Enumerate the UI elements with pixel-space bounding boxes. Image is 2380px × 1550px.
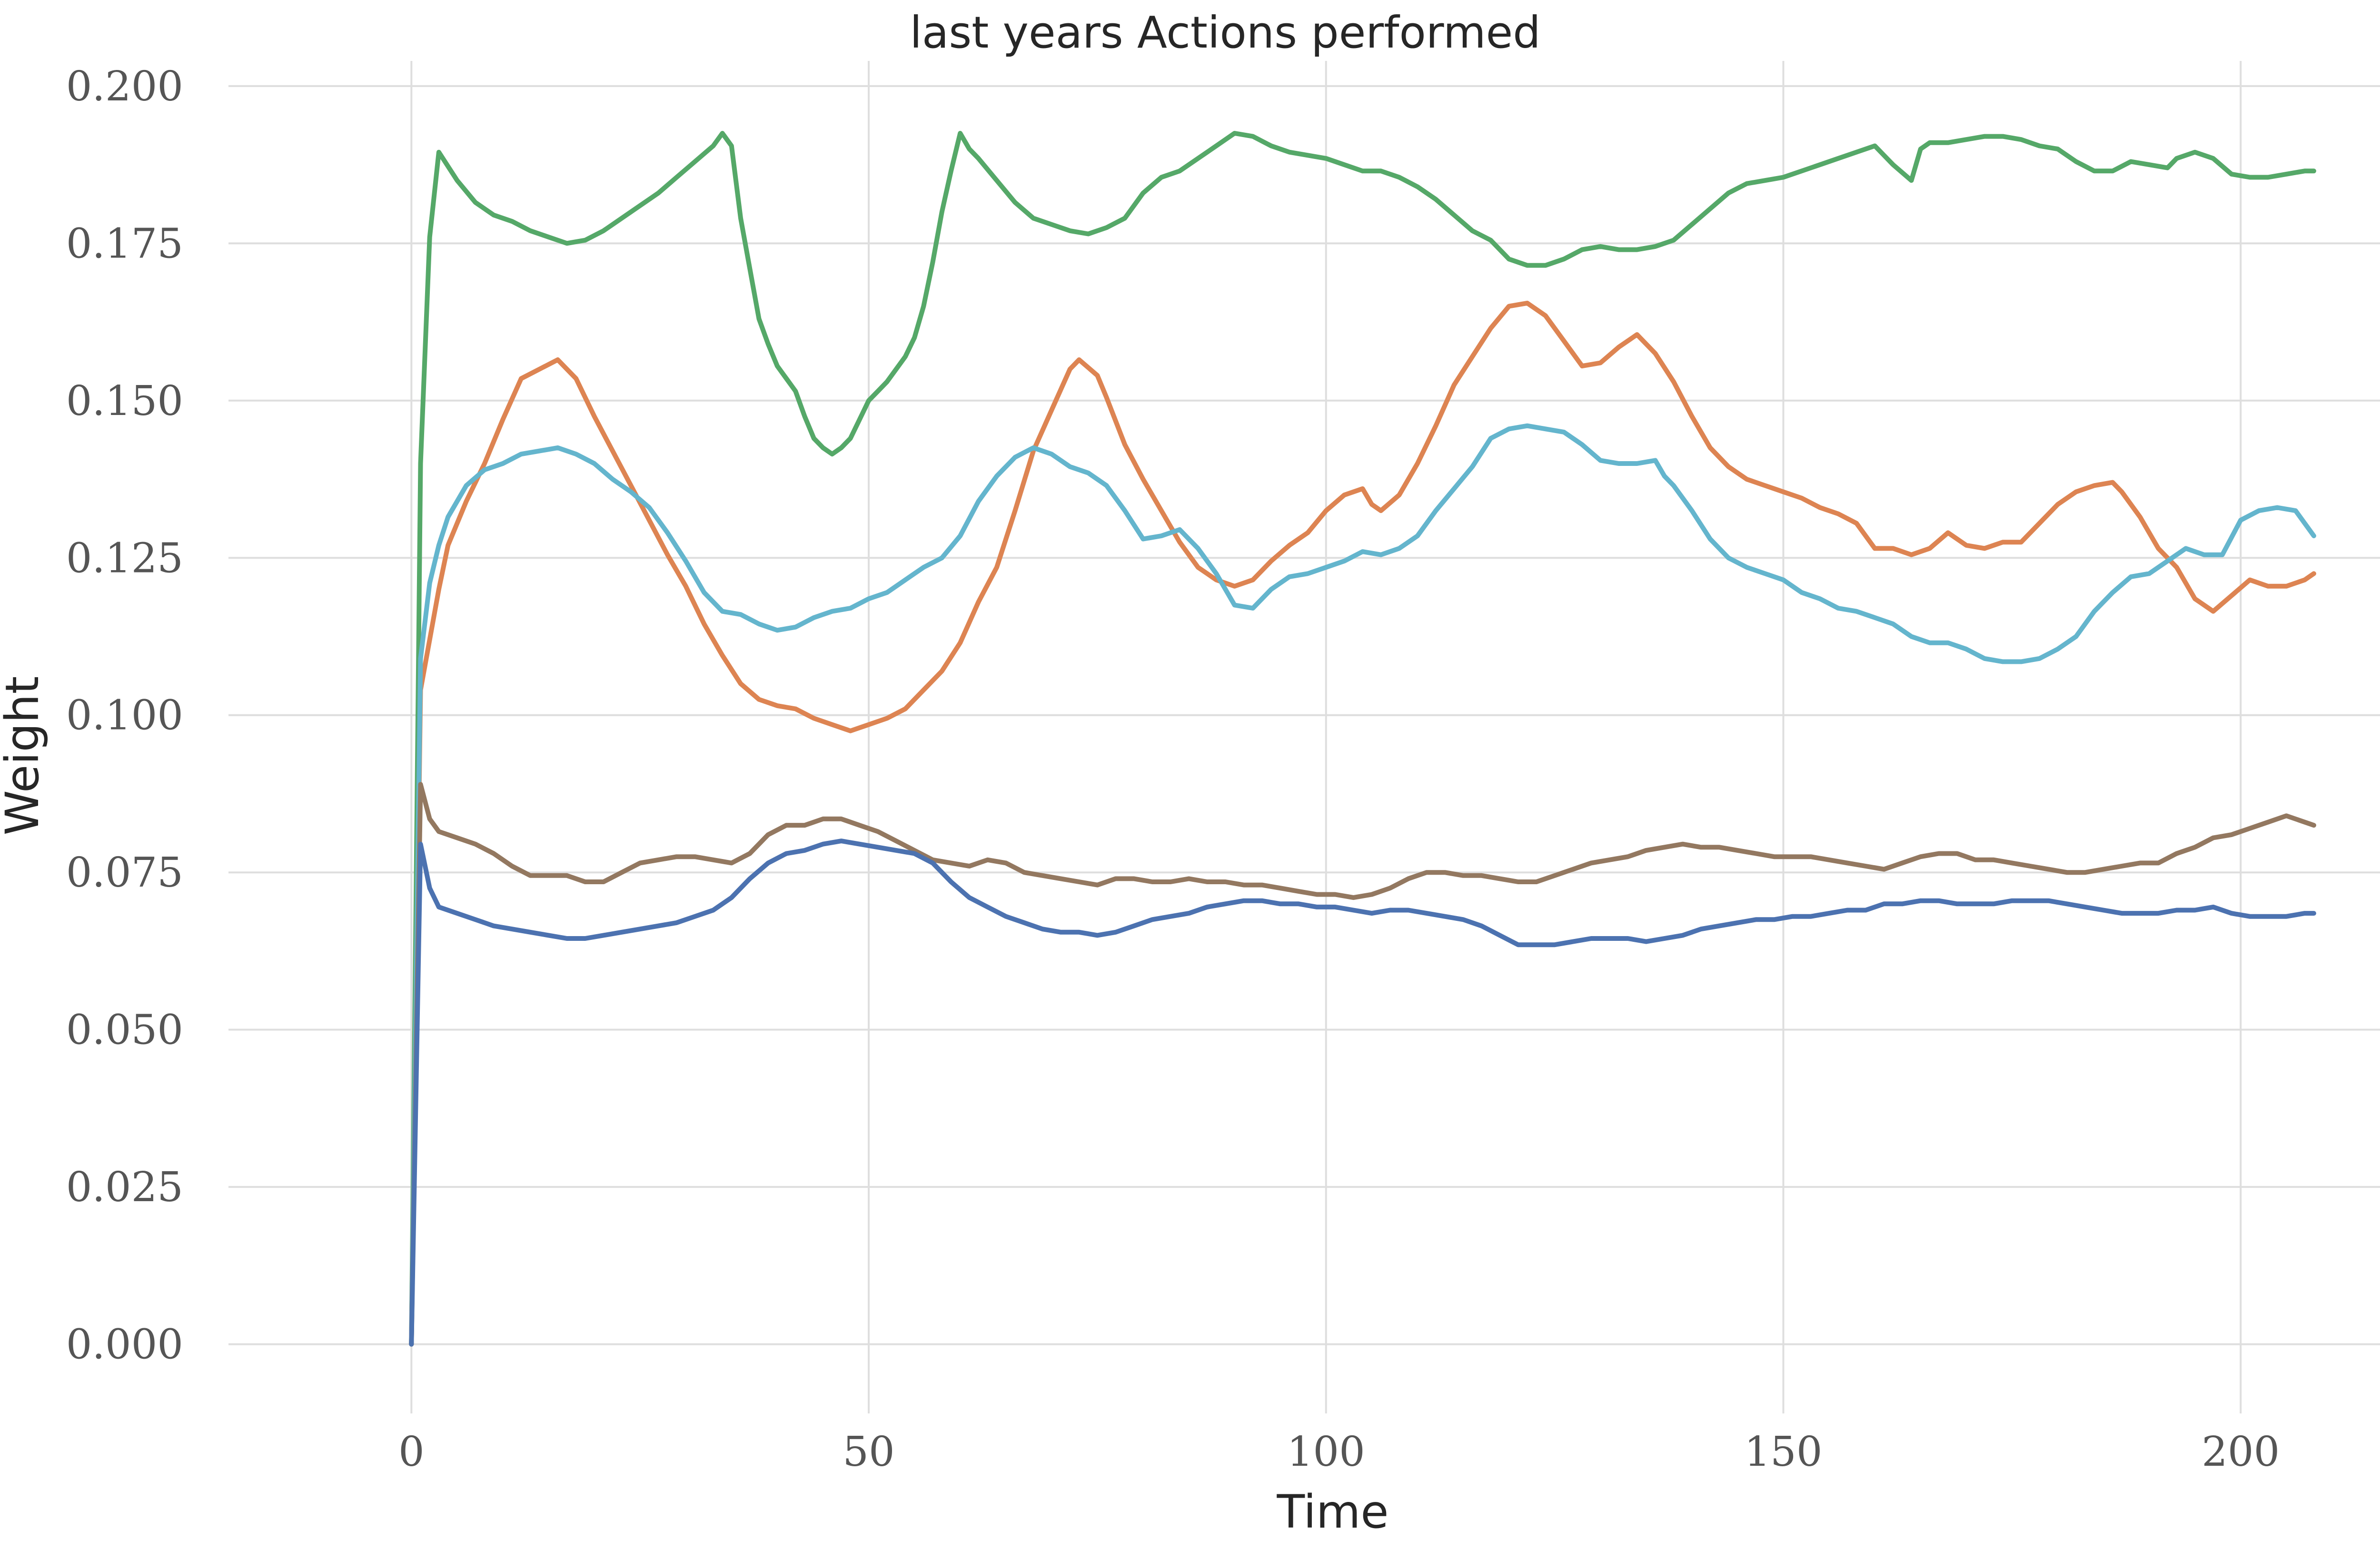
tick-labels: 0.000 0.025 0.050 0.075 0.100 0.125 0.150 0.175… bbox=[66, 63, 2280, 1476]
y-tick-label: 0.025 bbox=[66, 1164, 183, 1211]
x-tick-label: 0 bbox=[398, 1428, 425, 1476]
series-line-2 bbox=[409, 300, 2316, 1347]
series-line-4 bbox=[409, 782, 2316, 1347]
y-axis-label: Weight bbox=[0, 676, 49, 835]
y-tick-label: 0.050 bbox=[66, 1007, 183, 1054]
x-tick-label: 150 bbox=[1744, 1428, 1822, 1476]
series-line-5 bbox=[409, 839, 2316, 1347]
y-tick-label: 0.000 bbox=[66, 1321, 183, 1369]
chart-title: last years Actions performed bbox=[910, 7, 1540, 58]
y-tick-label: 0.125 bbox=[66, 534, 183, 582]
x-axis-label: Time bbox=[1277, 1485, 1389, 1539]
y-tick-label: 0.200 bbox=[66, 63, 183, 110]
series-line-1 bbox=[409, 131, 2316, 1347]
chart-series bbox=[409, 131, 2316, 1347]
x-tick-label: 50 bbox=[843, 1428, 894, 1476]
x-tick-label: 200 bbox=[2202, 1428, 2280, 1476]
y-tick-label: 0.175 bbox=[66, 220, 183, 267]
grid-lines bbox=[228, 61, 2380, 1413]
series-line-3 bbox=[409, 423, 2316, 1347]
y-tick-label: 0.075 bbox=[66, 849, 183, 897]
y-tick-label: 0.100 bbox=[66, 692, 183, 740]
y-tick-label: 0.150 bbox=[66, 377, 183, 425]
x-tick-label: 100 bbox=[1287, 1428, 1365, 1476]
